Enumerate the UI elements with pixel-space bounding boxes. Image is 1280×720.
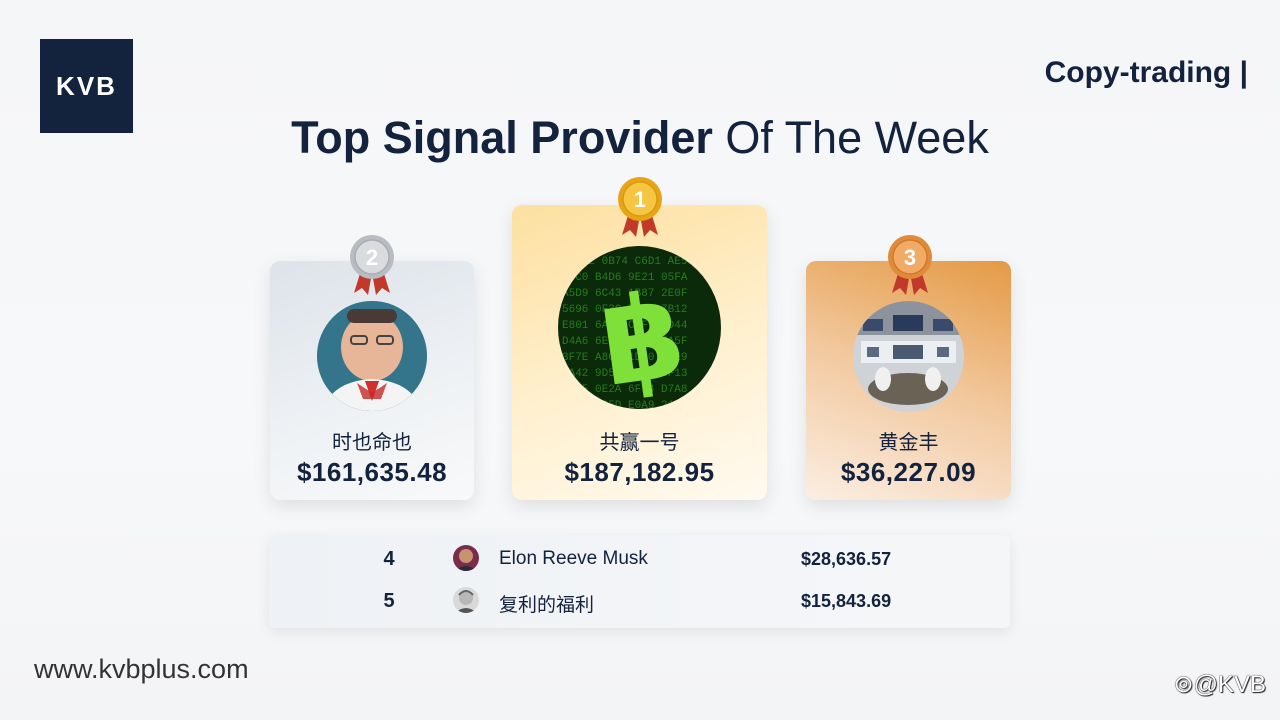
- website-url[interactable]: www.kvbplus.com: [34, 654, 249, 684]
- svg-text:C1F7 3B5D E0A9 21C6: C1F7 3B5D E0A9 21C6: [562, 400, 687, 409]
- avatar: [453, 545, 479, 571]
- svg-text:9F3A2 0B74 C6D1 AE58: 9F3A2 0B74 C6D1 AE58: [562, 256, 694, 268]
- svg-text:A5D9 6C43 1B87 2E0F: A5D9 6C43 1B87 2E0F: [562, 288, 687, 300]
- silver-medal-icon: 2: [350, 235, 394, 295]
- copy-trading-tag: Copy-trading |: [1044, 56, 1248, 89]
- list-rank: 4: [383, 548, 395, 570]
- svg-text:37C0 B4D6 9E21 05FA: 37C0 B4D6 9E21 05FA: [562, 272, 688, 284]
- logo-text: KVB: [56, 70, 117, 101]
- svg-text:B1C5 0E2A 6F94 D7A8: B1C5 0E2A 6F94 D7A8: [562, 384, 687, 396]
- medal-rank-1: 1: [634, 187, 646, 212]
- podium-card-rank-3[interactable]: 3 黄金丰 $36,227.09: [806, 235, 1011, 500]
- podium-card-rank-1[interactable]: 9F3A2 0B74 C6D1 AE58 37C0 B4D6 9E21 05FA…: [512, 177, 767, 500]
- threads-icon: ⊚: [1173, 671, 1194, 698]
- provider-name: 共赢一号: [599, 432, 680, 454]
- social-handle: ⊚@KVB: [1174, 670, 1267, 699]
- list-name: Elon Reeve Musk: [499, 548, 648, 569]
- medal-rank-2: 2: [366, 245, 378, 270]
- svg-text:5696 0F3C D4A6 7B12: 5696 0F3C D4A6 7B12: [562, 304, 687, 316]
- provider-amount: $36,227.09: [840, 457, 977, 487]
- svg-text:฿: ฿: [592, 265, 693, 409]
- svg-text:6A42 9D5B C0E7 8F13: 6A42 9D5B C0E7 8F13: [562, 368, 687, 380]
- provider-amount: $161,635.48: [296, 457, 448, 487]
- title-rest: Of The Week: [712, 112, 989, 163]
- list-amount: $15,843.69: [801, 591, 892, 611]
- svg-text:D4A6 6E3B 9C01 7A5F: D4A6 6E3B 9C01 7A5F: [562, 336, 687, 348]
- kvb-logo: KVB: [40, 39, 133, 133]
- list-rank: 5: [383, 590, 395, 612]
- bitcoin-avatar: 9F3A2 0B74 C6D1 AE58 37C0 B4D6 9E21 05FA…: [558, 246, 721, 409]
- provider-name: 时也命也: [332, 432, 412, 454]
- list-item[interactable]: 4 Elon Reeve Musk $28,636.57: [269, 538, 1010, 578]
- list-name: 复利的福利: [499, 595, 595, 616]
- page-title: Top Signal Provider Of The Week: [0, 112, 1280, 164]
- ranking-list: 4 Elon Reeve Musk $28,636.57 5 复利的福利 $15…: [269, 535, 1010, 628]
- avatar: [453, 587, 479, 613]
- provider-name: 黄金丰: [878, 432, 939, 454]
- provider-amount: $187,182.95: [564, 457, 715, 487]
- avatar: [853, 301, 964, 412]
- svg-text:E801 6A37 C5F9 2D44: E801 6A37 C5F9 2D44: [562, 320, 688, 332]
- gold-medal-icon: 1: [618, 177, 662, 237]
- medal-rank-3: 3: [904, 245, 916, 270]
- avatar: [317, 301, 427, 411]
- handle-text: @KVB: [1193, 671, 1266, 698]
- list-item[interactable]: 5 复利的福利 $15,843.69: [269, 580, 1010, 620]
- list-amount: $28,636.57: [801, 549, 892, 569]
- title-strong: Top Signal Provider: [291, 112, 713, 163]
- bronze-medal-icon: 3: [888, 235, 932, 295]
- svg-text:3F7E A8C2 1D60 B4E9: 3F7E A8C2 1D60 B4E9: [562, 352, 687, 364]
- podium-card-rank-2[interactable]: 2 时也命也 $161,635.48: [270, 235, 474, 500]
